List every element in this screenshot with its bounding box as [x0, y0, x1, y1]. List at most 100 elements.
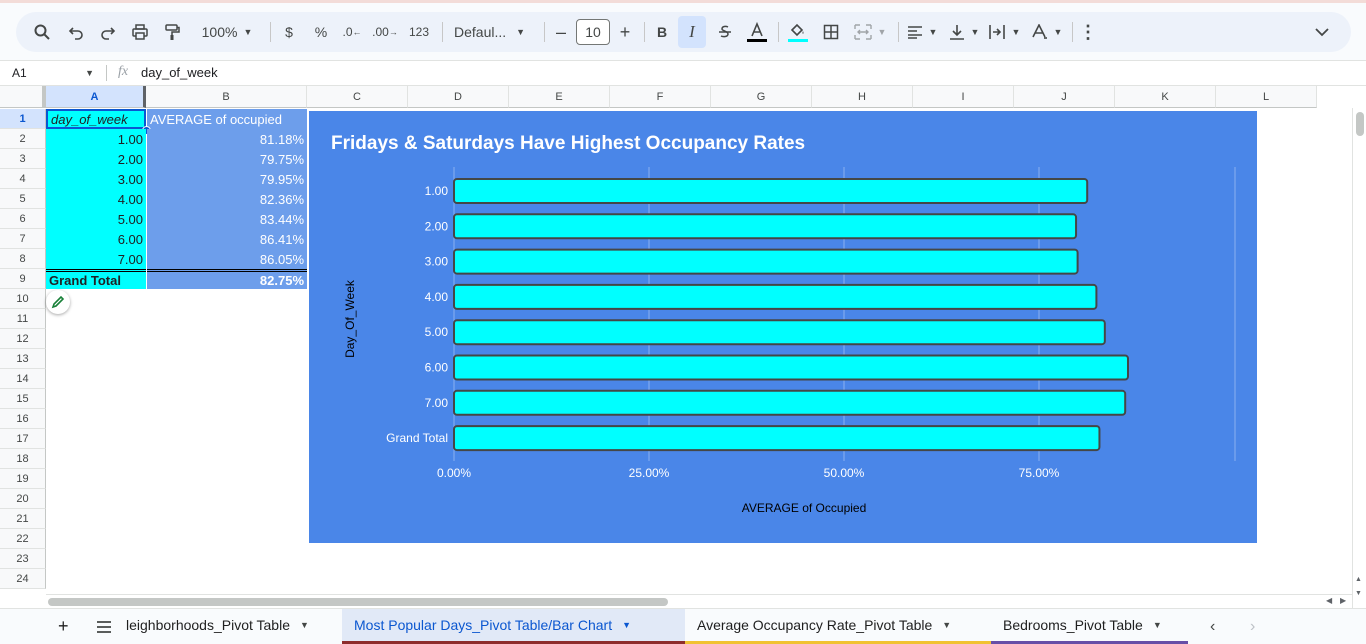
- row-header-5[interactable]: 5: [0, 189, 46, 209]
- average-occupied-cell[interactable]: 83.44%: [147, 209, 307, 229]
- day-cell[interactable]: 2.00: [46, 149, 146, 169]
- row-header-16[interactable]: 16: [0, 409, 46, 429]
- average-occupied-cell[interactable]: 86.05%: [147, 249, 307, 269]
- borders-button[interactable]: [818, 16, 844, 48]
- column-header-j[interactable]: J: [1014, 86, 1115, 108]
- percent-format-button[interactable]: %: [308, 16, 334, 48]
- collapse-toolbar-button[interactable]: [1308, 16, 1336, 48]
- row-header-3[interactable]: 3: [0, 149, 46, 169]
- horizontal-scrollbar-thumb[interactable]: [48, 598, 668, 606]
- row-header-18[interactable]: 18: [0, 449, 46, 469]
- more-options-button[interactable]: ⋮: [1076, 16, 1100, 48]
- row-header-15[interactable]: 15: [0, 389, 46, 409]
- increase-font-size-button[interactable]: +: [614, 16, 636, 48]
- average-occupied-cell[interactable]: 79.95%: [147, 169, 307, 189]
- row-header-1[interactable]: 1: [0, 109, 46, 129]
- paint-format-button[interactable]: [156, 16, 188, 48]
- currency-format-button[interactable]: $: [276, 16, 302, 48]
- column-header-e[interactable]: E: [509, 86, 610, 108]
- cell-b1-header[interactable]: AVERAGE of occupied: [147, 109, 307, 129]
- row-header-7[interactable]: 7: [0, 229, 46, 249]
- average-occupied-cell[interactable]: 86.41%: [147, 229, 307, 249]
- column-header-l[interactable]: L: [1216, 86, 1317, 108]
- scroll-left-arrow-icon[interactable]: ◀: [1326, 596, 1333, 605]
- chart-bar[interactable]: [453, 319, 1106, 346]
- column-header-d[interactable]: D: [408, 86, 509, 108]
- row-header-21[interactable]: 21: [0, 509, 46, 529]
- add-sheet-button[interactable]: +: [46, 609, 81, 644]
- row-header-4[interactable]: 4: [0, 169, 46, 189]
- zoom-select[interactable]: 100% ▼: [192, 16, 262, 48]
- vertical-align-button[interactable]: ▼: [946, 16, 982, 48]
- row-header-10[interactable]: 10: [0, 289, 46, 309]
- chart-bar[interactable]: [453, 354, 1129, 381]
- day-cell[interactable]: 3.00: [46, 169, 146, 189]
- grand-total-label-cell[interactable]: Grand Total: [46, 269, 146, 289]
- sheet-tab-average-occupancy[interactable]: Average Occupancy Rate_Pivot Table ▼: [685, 609, 991, 644]
- column-header-b[interactable]: B: [146, 86, 307, 108]
- merge-cells-button[interactable]: ▼: [850, 16, 890, 48]
- name-box[interactable]: A1 ▼: [12, 61, 100, 85]
- vertical-scrollbar[interactable]: ▲ ▼: [1352, 108, 1366, 608]
- row-header-23[interactable]: 23: [0, 549, 46, 569]
- select-all-corner[interactable]: [0, 86, 46, 108]
- column-header-g[interactable]: G: [711, 86, 812, 108]
- row-header-22[interactable]: 22: [0, 529, 46, 549]
- day-cell[interactable]: 1.00: [46, 129, 146, 149]
- chart-bar[interactable]: [453, 213, 1078, 240]
- scroll-up-arrow-icon[interactable]: ▲: [1355, 576, 1362, 583]
- formula-input[interactable]: day_of_week: [141, 65, 218, 80]
- font-family-select[interactable]: Defaul... ▼: [450, 16, 534, 48]
- row-header-8[interactable]: 8: [0, 249, 46, 269]
- redo-button[interactable]: [92, 16, 124, 48]
- all-sheets-button[interactable]: [84, 609, 124, 644]
- italic-button[interactable]: I: [678, 16, 706, 48]
- scroll-tabs-right-button[interactable]: ›: [1238, 609, 1267, 644]
- day-cell[interactable]: 7.00: [46, 249, 146, 269]
- column-header-f[interactable]: F: [610, 86, 711, 108]
- horizontal-align-button[interactable]: ▼: [904, 16, 940, 48]
- row-header-12[interactable]: 12: [0, 329, 46, 349]
- strikethrough-button[interactable]: [712, 16, 738, 48]
- scroll-right-arrow-icon[interactable]: ▶: [1340, 596, 1347, 605]
- edit-pivot-button[interactable]: [46, 290, 70, 314]
- decrease-font-size-button[interactable]: –: [550, 16, 572, 48]
- number-format-button[interactable]: 123: [404, 16, 434, 48]
- row-header-19[interactable]: 19: [0, 469, 46, 489]
- chart-bar[interactable]: [453, 425, 1101, 452]
- average-occupied-cell[interactable]: 81.18%: [147, 129, 307, 149]
- row-header-17[interactable]: 17: [0, 429, 46, 449]
- scroll-down-arrow-icon[interactable]: ▼: [1355, 590, 1362, 597]
- bold-button[interactable]: B: [650, 16, 674, 48]
- average-occupied-cell[interactable]: 79.75%: [147, 149, 307, 169]
- column-header-k[interactable]: K: [1115, 86, 1216, 108]
- sheet-tab-most-popular-days[interactable]: Most Popular Days_Pivot Table/Bar Chart …: [342, 609, 685, 644]
- day-cell[interactable]: 5.00: [46, 209, 146, 229]
- bar-chart[interactable]: Fridays & Saturdays Have Highest Occupan…: [309, 111, 1257, 543]
- decrease-decimal-button[interactable]: .0 ←: [338, 16, 366, 48]
- day-cell[interactable]: 6.00: [46, 229, 146, 249]
- search-menus-button[interactable]: [26, 16, 58, 48]
- row-header-2[interactable]: 2: [0, 129, 46, 149]
- column-header-h[interactable]: H: [812, 86, 913, 108]
- chart-bar[interactable]: [453, 389, 1127, 416]
- text-color-button[interactable]: [744, 16, 770, 48]
- sheet-tab-bedrooms[interactable]: Bedrooms_Pivot Table ▼: [991, 609, 1188, 644]
- undo-button[interactable]: [60, 16, 92, 48]
- column-header-c[interactable]: C: [307, 86, 408, 108]
- text-rotation-button[interactable]: ▼: [1028, 16, 1064, 48]
- chart-bar[interactable]: [453, 283, 1098, 310]
- horizontal-scrollbar[interactable]: ◀ ▶: [46, 594, 1352, 608]
- day-cell[interactable]: 4.00: [46, 189, 146, 209]
- average-occupied-cell[interactable]: 82.36%: [147, 189, 307, 209]
- vertical-scrollbar-thumb[interactable]: [1356, 112, 1364, 136]
- chart-bar[interactable]: [453, 178, 1089, 204]
- column-header-i[interactable]: I: [913, 86, 1014, 108]
- chart-bar[interactable]: [453, 248, 1079, 275]
- fill-color-button[interactable]: [784, 16, 812, 48]
- row-header-11[interactable]: 11: [0, 309, 46, 329]
- text-wrapping-button[interactable]: ▼: [986, 16, 1022, 48]
- row-header-9[interactable]: 9: [0, 269, 46, 289]
- increase-decimal-button[interactable]: .00 →: [370, 16, 400, 48]
